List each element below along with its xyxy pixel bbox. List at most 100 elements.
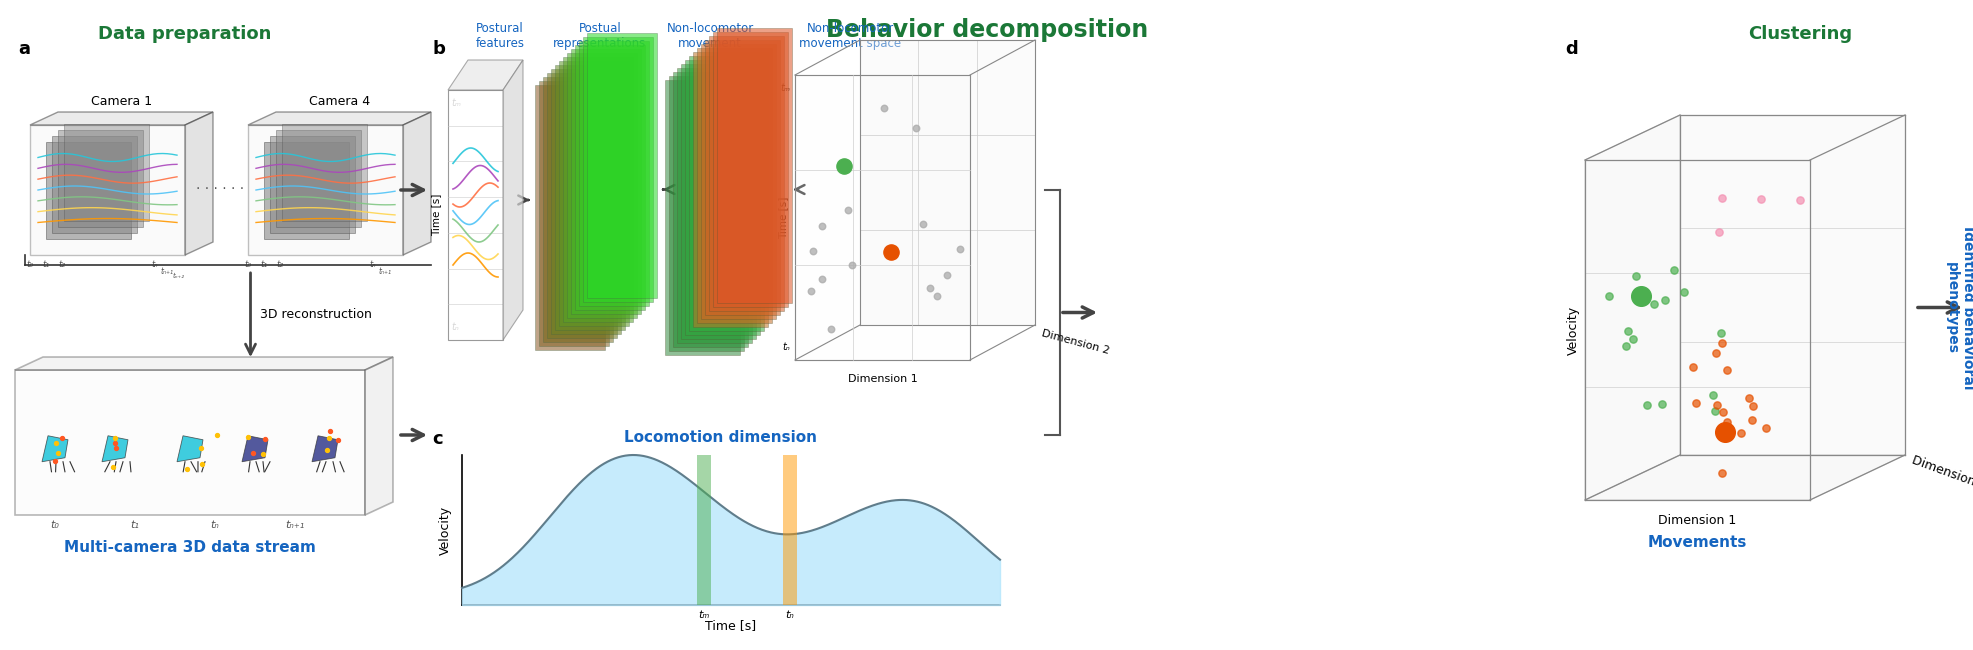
Text: tₘ: tₘ [450, 98, 462, 108]
Point [1679, 398, 1711, 408]
Polygon shape [582, 37, 653, 302]
Point [1705, 192, 1736, 203]
Point [1657, 265, 1689, 275]
Point [185, 443, 217, 453]
Polygon shape [185, 112, 213, 255]
Point [868, 103, 900, 114]
Text: Postural
features: Postural features [475, 22, 525, 50]
Point [1701, 400, 1732, 410]
Text: Time [s]: Time [s] [704, 619, 756, 632]
Text: tₘ: tₘ [779, 83, 789, 93]
Polygon shape [249, 125, 402, 255]
Point [874, 246, 906, 257]
Point [1699, 348, 1730, 358]
Text: tₙ₊₁: tₙ₊₁ [160, 267, 174, 276]
Point [1699, 406, 1730, 417]
Polygon shape [860, 40, 1034, 325]
Point [39, 456, 71, 466]
Text: Non-locomotor
movement: Non-locomotor movement [667, 22, 754, 50]
Polygon shape [689, 56, 764, 331]
Text: b: b [432, 40, 444, 58]
Point [47, 432, 79, 443]
Point [1724, 428, 1756, 439]
Text: Dimension 2: Dimension 2 [1910, 454, 1973, 493]
Point [97, 462, 128, 472]
Point [1744, 194, 1776, 204]
Point [237, 448, 268, 459]
Text: Time [s]: Time [s] [430, 194, 440, 236]
Text: t₁: t₁ [260, 260, 268, 269]
Point [1748, 422, 1780, 433]
Text: tₙ: tₙ [152, 260, 158, 269]
Polygon shape [30, 125, 185, 255]
Polygon shape [270, 136, 355, 233]
Polygon shape [1584, 115, 1679, 500]
Polygon shape [677, 68, 752, 343]
Text: tₙ₊₂: tₙ₊₂ [174, 273, 185, 279]
Text: tₙ: tₙ [369, 260, 377, 269]
Polygon shape [262, 142, 349, 239]
Point [1616, 333, 1647, 344]
Polygon shape [570, 49, 641, 314]
Polygon shape [554, 65, 625, 330]
Polygon shape [16, 357, 393, 370]
Text: tₙ₊₁: tₙ₊₁ [379, 267, 391, 276]
Polygon shape [550, 69, 621, 334]
Polygon shape [696, 48, 771, 323]
Text: Postual
representations: Postual representations [552, 22, 647, 50]
Polygon shape [41, 436, 67, 461]
Text: tₙ: tₙ [785, 610, 795, 620]
Text: t₁: t₁ [41, 260, 49, 269]
Polygon shape [681, 64, 756, 339]
Point [39, 438, 71, 448]
Point [1709, 427, 1740, 437]
Point [1711, 365, 1742, 375]
Point [41, 447, 73, 458]
Polygon shape [276, 130, 361, 227]
Point [795, 286, 827, 296]
Point [1736, 401, 1768, 411]
Polygon shape [547, 73, 618, 338]
Point [1592, 291, 1624, 301]
Text: Movements: Movements [1647, 535, 1746, 550]
Polygon shape [685, 60, 760, 335]
Point [797, 246, 829, 257]
Text: t₀: t₀ [51, 520, 59, 530]
Text: Velocity: Velocity [1567, 306, 1578, 354]
Polygon shape [448, 90, 503, 340]
Text: Velocity: Velocity [438, 506, 452, 554]
Polygon shape [312, 436, 337, 461]
Point [1697, 389, 1728, 400]
Point [1630, 400, 1661, 410]
Polygon shape [57, 130, 142, 227]
Polygon shape [558, 61, 629, 326]
Text: Dimension 1: Dimension 1 [846, 374, 917, 384]
Point [247, 449, 278, 460]
Text: tₘ: tₘ [698, 610, 710, 620]
Point [1624, 291, 1655, 301]
Point [312, 445, 343, 456]
Polygon shape [535, 85, 604, 350]
Polygon shape [45, 142, 130, 239]
Polygon shape [562, 57, 633, 322]
Point [1784, 194, 1815, 205]
Polygon shape [693, 52, 767, 327]
Point [172, 463, 203, 474]
Point [931, 270, 963, 281]
Text: t₁: t₁ [130, 520, 140, 530]
Point [837, 260, 868, 270]
Point [829, 161, 860, 172]
Point [1612, 326, 1644, 336]
Point [101, 443, 132, 454]
Polygon shape [249, 112, 430, 125]
Text: Identified behavioral
phenotypes: Identified behavioral phenotypes [1943, 226, 1973, 389]
Text: tₙ₊₁: tₙ₊₁ [286, 520, 304, 530]
Text: 3D reconstruction: 3D reconstruction [260, 309, 373, 322]
Point [1705, 328, 1736, 338]
Text: Time [s]: Time [s] [777, 196, 787, 239]
Polygon shape [282, 124, 367, 222]
Polygon shape [543, 77, 614, 342]
Polygon shape [539, 81, 610, 346]
Polygon shape [716, 28, 791, 303]
Point [1645, 399, 1677, 410]
